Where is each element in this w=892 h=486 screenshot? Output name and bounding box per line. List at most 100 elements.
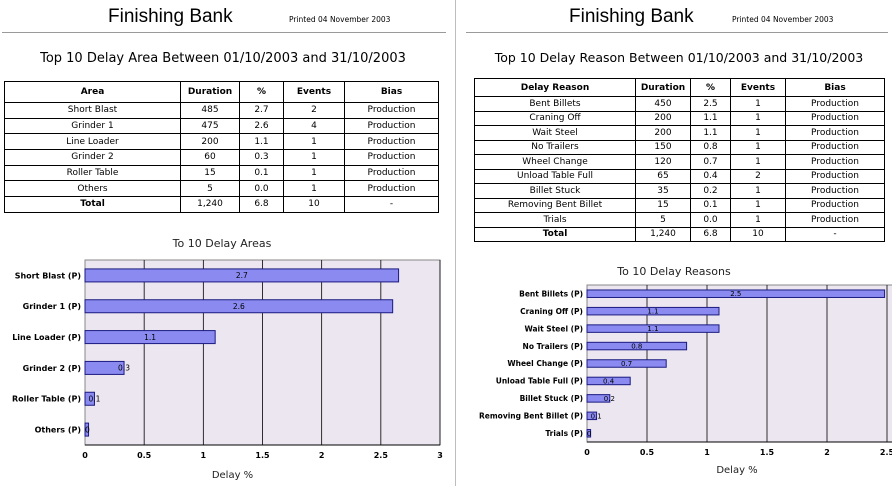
table-cell: Others — [4, 180, 181, 198]
data-label: 2.5 — [730, 290, 741, 298]
table-cell: 15 — [635, 197, 691, 213]
table-cell: Grinder 1 — [4, 117, 181, 135]
table-cell: Production — [785, 125, 885, 141]
table-cell: 15 — [180, 164, 240, 182]
table-cell: 60 — [180, 149, 240, 166]
report-title: Top 10 Delay Area Between 01/10/2003 and… — [40, 51, 406, 66]
table-cell: 6.8 — [239, 196, 284, 213]
column-header: % — [690, 78, 731, 97]
table-cell: 2.6 — [239, 117, 284, 135]
category-label: Craning Off (P) — [520, 307, 583, 316]
table-cell: - — [785, 226, 885, 242]
x-tick-label: 0.5 — [137, 451, 152, 460]
table-cell: Total — [474, 226, 636, 242]
column-header: Delay Reason — [474, 78, 636, 97]
bar — [84, 360, 125, 375]
category-label: No Trailers (P) — [523, 342, 583, 351]
bar — [586, 394, 611, 403]
table-cell: Removing Bent Billet — [474, 197, 636, 213]
table-cell: Grinder 2 — [4, 149, 181, 166]
data-label: 2.6 — [233, 302, 245, 311]
table-cell: 1 — [730, 125, 786, 141]
data-label: 0.1 — [88, 394, 100, 403]
data-label: 0.3 — [118, 364, 130, 373]
table-cell: Trials — [474, 212, 636, 228]
table-cell: No Trailers — [474, 139, 636, 155]
table-cell: 10 — [730, 226, 786, 242]
table-cell: Wheel Change — [474, 154, 636, 170]
table-header-row: Delay Reason Duration % Events Bias — [474, 78, 885, 97]
category-label: Short Blast (P) — [15, 271, 81, 280]
table-cell: 35 — [635, 183, 691, 199]
x-tick-label: 1 — [201, 451, 207, 460]
bar — [586, 324, 720, 333]
table-row: Others 5 0.0 1 Production — [4, 180, 439, 198]
table-cell: 1 — [730, 197, 786, 213]
x-tick-label: 1.5 — [760, 448, 775, 457]
table-cell: 200 — [180, 133, 240, 151]
table-cell: 475 — [180, 117, 240, 135]
table-cell: Production — [344, 164, 439, 182]
bar — [586, 306, 720, 316]
table-cell: 2.7 — [239, 102, 284, 119]
x-tick-label: 1.5 — [255, 451, 270, 460]
x-tick-label: 2 — [319, 451, 325, 460]
table-cell: 0.0 — [690, 212, 731, 228]
table-cell: - — [344, 196, 439, 213]
table-cell: Production — [344, 133, 439, 151]
table-cell: 10 — [283, 196, 345, 213]
table-cell: 0.7 — [690, 154, 731, 170]
x-tick-label: 3 — [437, 451, 443, 460]
table-row: Wheel Change 120 0.7 1 Production — [474, 154, 885, 170]
x-tick-label: 0.5 — [640, 448, 655, 457]
table-cell: Production — [344, 117, 439, 135]
table-cell: 1,240 — [180, 196, 240, 213]
table-cell: 2 — [283, 102, 345, 119]
left-report-page: Finishing Bank Printed 04 November 2003 … — [2, 6, 446, 481]
table-cell: Craning Off — [474, 110, 636, 126]
table-cell: 120 — [635, 154, 691, 170]
printed-date: Printed 04 November 2003 — [732, 15, 834, 24]
category-label: Roller Table (P) — [12, 395, 81, 404]
column-header: Events — [283, 81, 345, 103]
column-header: Area — [4, 81, 181, 103]
x-tick-label: 2 — [824, 448, 830, 457]
table-cell: 6.8 — [690, 226, 731, 242]
table-cell: Production — [785, 154, 885, 170]
table-cell: Production — [344, 102, 439, 119]
table-row: Wait Steel 200 1.1 1 Production — [474, 125, 885, 141]
data-label: 0.4 — [603, 377, 615, 385]
table-cell: Production — [785, 96, 885, 112]
table-row: Short Blast 485 2.7 2 Production — [4, 102, 439, 119]
table-header-row: Area Duration % Events Bias — [4, 81, 439, 103]
table-cell: 485 — [180, 102, 240, 119]
table-cell: 0.4 — [690, 168, 731, 184]
header-rule — [466, 32, 888, 33]
panel-divider — [455, 0, 456, 486]
table-row: Billet Stuck 35 0.2 1 Production — [474, 183, 885, 199]
table-cell: Production — [344, 180, 439, 198]
data-label: 0.8 — [631, 343, 642, 351]
table-cell: Unload Table Full — [474, 168, 636, 184]
category-label: Grinder 1 (P) — [23, 302, 81, 311]
header-rule — [2, 32, 446, 33]
chart-title: To 10 Delay Areas — [172, 237, 272, 250]
table-cell: 1.1 — [690, 110, 731, 126]
column-header: Bias — [785, 78, 885, 97]
table-row: Unload Table Full 65 0.4 2 Production — [474, 168, 885, 184]
table-cell: 5 — [635, 212, 691, 228]
table-cell: 0.0 — [239, 180, 284, 198]
bar — [586, 359, 667, 368]
category-label: Removing Bent Billet (P) — [479, 412, 583, 421]
table-cell: 1,240 — [635, 226, 691, 242]
table-cell: 1.1 — [239, 133, 284, 151]
report-title: Top 10 Delay Reason Between 01/10/2003 a… — [494, 50, 864, 65]
table-row: Grinder 1 475 2.6 4 Production — [4, 117, 439, 135]
table-cell: Roller Table — [4, 164, 181, 182]
category-label: Grinder 2 (P) — [23, 364, 81, 373]
data-label: 0 — [85, 425, 90, 434]
table-row: Roller Table 15 0.1 1 Production — [4, 164, 439, 182]
table-cell: 1 — [730, 154, 786, 170]
data-label: 1.1 — [647, 325, 658, 333]
x-tick-label: 2.5 — [374, 451, 389, 460]
